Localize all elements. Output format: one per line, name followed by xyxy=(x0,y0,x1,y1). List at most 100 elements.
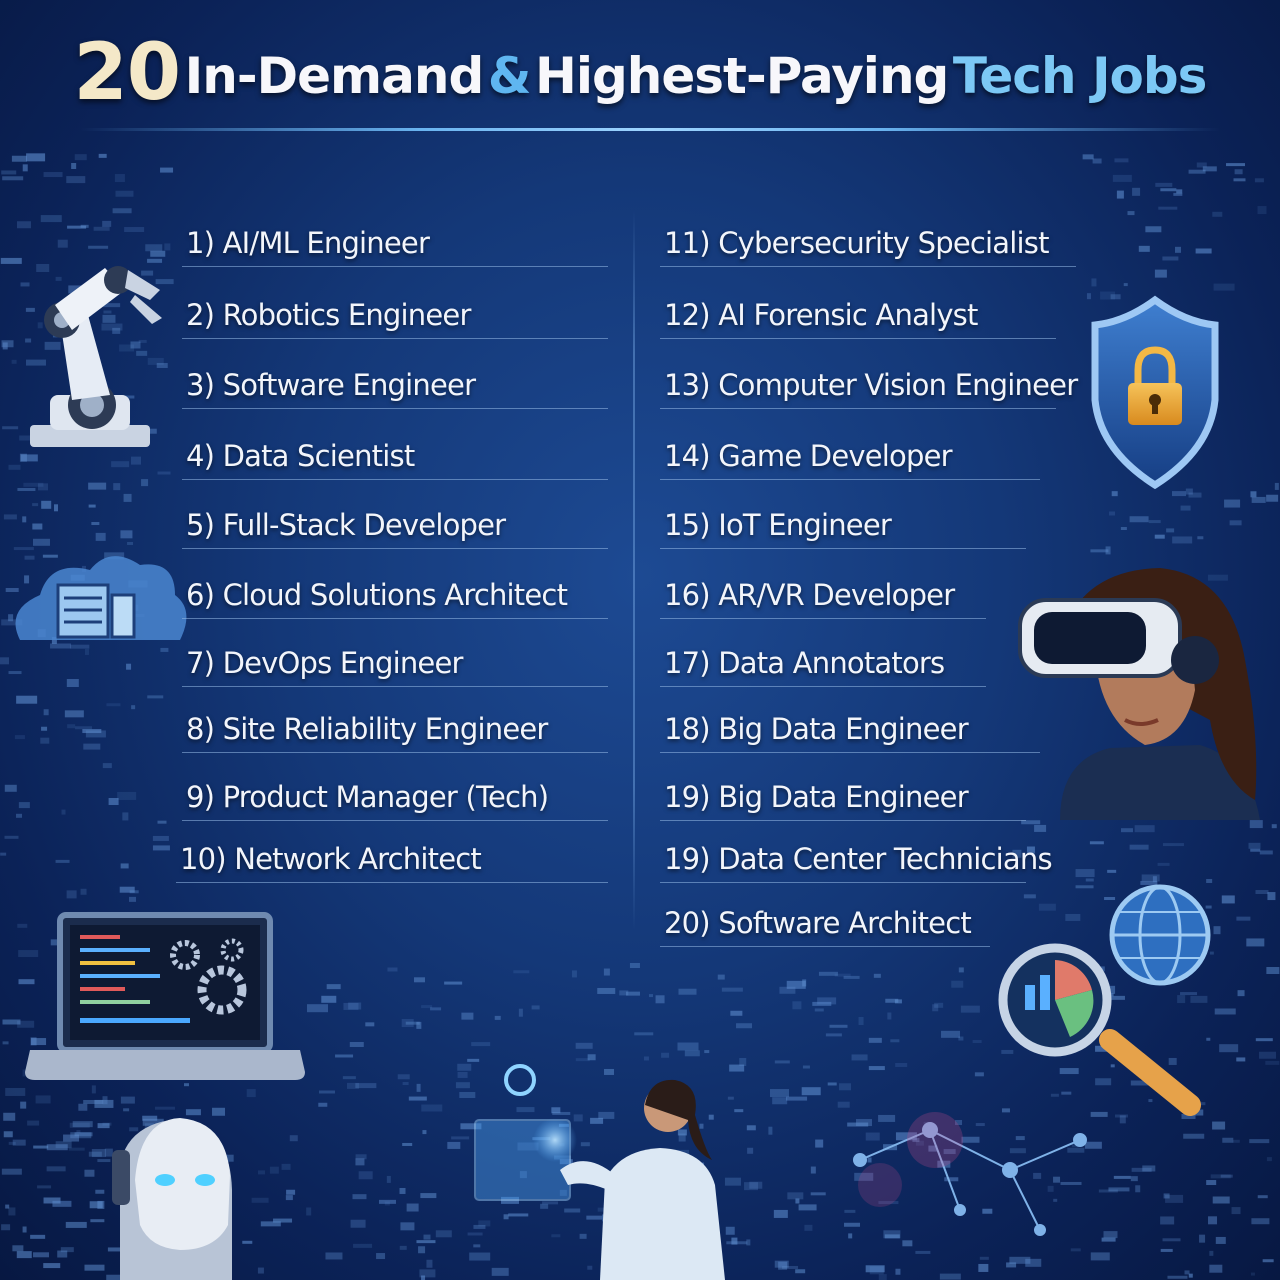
data-grid-cell xyxy=(1250,491,1257,498)
data-grid-cell xyxy=(744,1182,759,1191)
shield-lock-icon xyxy=(1091,295,1219,490)
data-grid-cell xyxy=(326,984,341,990)
data-grid-cell xyxy=(103,310,112,314)
data-grid-cell xyxy=(17,1020,35,1028)
data-grid-cell xyxy=(736,1023,753,1029)
data-grid-cell xyxy=(113,483,121,491)
data-grid-cell xyxy=(677,1042,699,1051)
data-grid-cell xyxy=(1226,163,1246,167)
data-grid-cell xyxy=(854,1172,874,1181)
data-grid-cell xyxy=(349,1041,364,1047)
data-grid-cell xyxy=(55,859,70,863)
data-grid-cell xyxy=(798,1204,817,1211)
humanoid-robot-icon xyxy=(112,1118,232,1280)
data-grid-cell xyxy=(1034,824,1047,832)
magnifier-chart-icon xyxy=(998,943,1201,1116)
data-grid-cell xyxy=(76,1130,81,1134)
job-title: 1) AI/ML Engineer xyxy=(186,226,430,260)
data-grid-cell xyxy=(419,1269,436,1278)
data-grid-cell xyxy=(40,215,62,223)
data-grid-cell xyxy=(727,1096,734,1100)
data-grid-cell xyxy=(350,1219,366,1228)
data-grid-cell xyxy=(932,1004,939,1012)
data-grid-cell xyxy=(848,1233,853,1239)
data-grid-cell xyxy=(1090,1252,1110,1261)
data-grid-cell xyxy=(142,1118,164,1126)
data-grid-cell xyxy=(461,1012,474,1020)
data-grid-cell xyxy=(37,1185,52,1189)
data-grid-cell xyxy=(78,1103,88,1111)
job-title: 12) AI Forensic Analyst xyxy=(664,298,978,332)
data-grid-cell xyxy=(325,1252,343,1260)
data-grid-cell xyxy=(90,1219,105,1223)
data-grid-cell xyxy=(36,263,50,272)
data-grid-cell xyxy=(142,1115,158,1121)
data-grid-cell xyxy=(634,1032,654,1036)
data-grid-cell xyxy=(810,1166,816,1174)
data-grid-cell xyxy=(1109,511,1116,516)
data-grid-cell xyxy=(80,888,87,895)
data-grid-cell xyxy=(958,967,964,973)
data-grid-cell xyxy=(915,1250,931,1254)
data-grid-cell xyxy=(1152,876,1157,883)
data-grid-cell xyxy=(386,1175,391,1183)
list-item: 14) Game Developer xyxy=(660,427,1040,480)
data-grid-cell xyxy=(1127,211,1135,216)
data-grid-cell xyxy=(68,1147,85,1151)
data-grid-cell xyxy=(978,1263,989,1272)
data-grid-cell xyxy=(1213,283,1235,291)
data-grid-cell xyxy=(1113,1175,1131,1179)
column-divider xyxy=(633,210,635,930)
data-grid-cell xyxy=(141,479,149,487)
data-grid-cell xyxy=(422,1130,427,1135)
data-grid-cell xyxy=(1061,1091,1072,1095)
data-grid-cell xyxy=(1249,1139,1270,1144)
data-grid-cell xyxy=(1157,862,1170,866)
data-grid-cell xyxy=(3,514,17,520)
job-title: 15) IoT Engineer xyxy=(664,508,892,542)
data-grid-cell xyxy=(1210,1174,1231,1179)
data-grid-cell xyxy=(1236,1057,1246,1062)
data-grid-cell xyxy=(844,1222,861,1227)
data-grid-cell xyxy=(774,1060,790,1064)
title-number: 20 xyxy=(73,28,182,118)
list-item: 20) Software Architect xyxy=(660,894,990,947)
data-grid-cell xyxy=(4,835,19,839)
data-grid-cell xyxy=(1171,491,1186,497)
data-grid-cell xyxy=(1116,190,1124,199)
list-item: 13) Computer Vision Engineer xyxy=(660,356,1078,409)
data-grid-cell xyxy=(894,999,902,1004)
data-grid-cell xyxy=(517,1142,539,1151)
data-grid-cell xyxy=(1158,206,1178,210)
data-grid-cell xyxy=(1025,1258,1042,1267)
title-part-tech-jobs: Tech Jobs xyxy=(952,47,1208,105)
data-grid-cell xyxy=(774,1260,789,1268)
data-grid-cell xyxy=(50,643,72,649)
page-title: 20 In-Demand & Highest-Paying Tech Jobs xyxy=(0,28,1280,118)
data-grid-cell xyxy=(257,1170,265,1175)
data-grid-cell xyxy=(810,1192,826,1196)
data-grid-cell xyxy=(979,1256,989,1260)
data-grid-cell xyxy=(473,1244,481,1248)
data-grid-cell xyxy=(1209,1250,1214,1256)
data-grid-cell xyxy=(131,456,142,465)
data-grid-cell xyxy=(972,1040,982,1044)
job-title: 11) Cybersecurity Specialist xyxy=(664,226,1049,260)
job-title: 2) Robotics Engineer xyxy=(186,298,471,332)
data-grid-cell xyxy=(416,1021,422,1029)
data-grid-cell xyxy=(402,1082,409,1086)
data-grid-cell xyxy=(246,1089,256,1098)
data-grid-cell xyxy=(97,1123,110,1129)
data-grid-cell xyxy=(1090,549,1109,553)
data-grid-cell xyxy=(721,987,743,992)
data-grid-cell xyxy=(928,1145,938,1152)
data-grid-cell xyxy=(60,1247,74,1253)
data-grid-cell xyxy=(1112,174,1132,182)
data-grid-cell xyxy=(786,980,806,989)
data-grid-cell xyxy=(147,695,164,699)
data-grid-cell xyxy=(408,1096,427,1101)
data-grid-cell xyxy=(724,1177,741,1186)
job-title: 19) Data Center Technicians xyxy=(664,842,1053,876)
data-grid-cell xyxy=(20,1101,27,1109)
data-grid-cell xyxy=(773,1209,788,1218)
